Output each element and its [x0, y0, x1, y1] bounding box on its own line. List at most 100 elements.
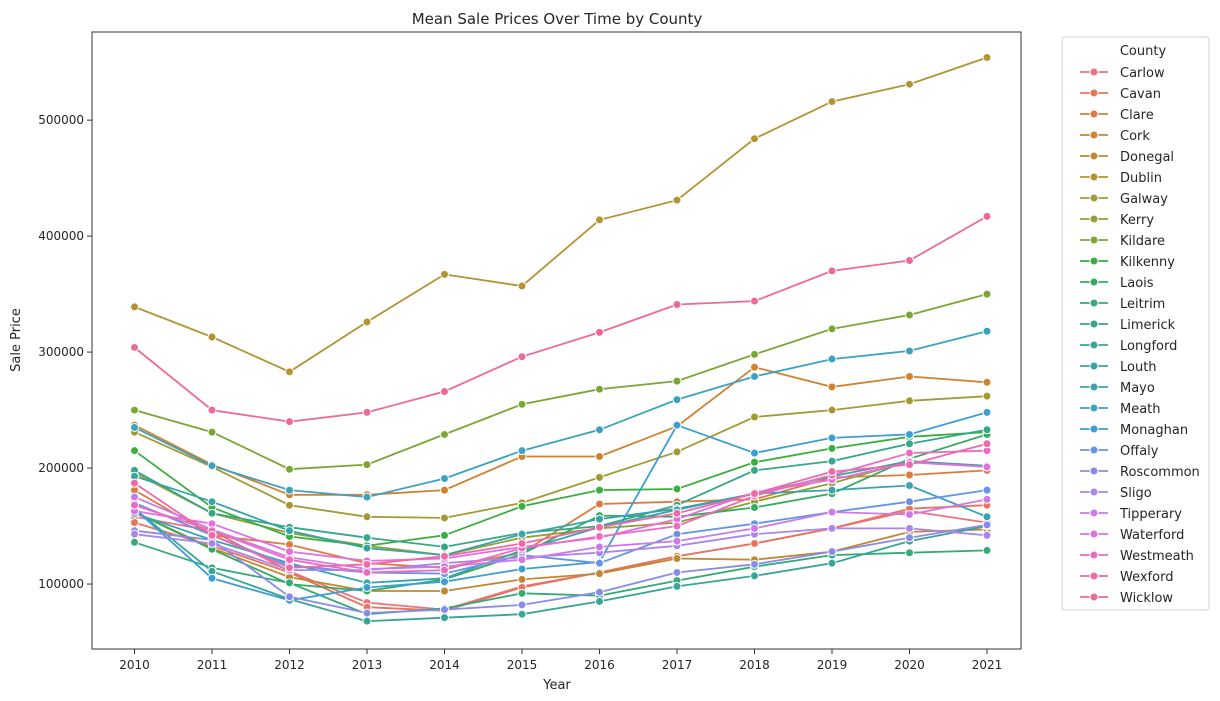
data-point — [750, 457, 759, 467]
legend-marker — [1089, 382, 1099, 392]
legend-item: Galway — [1080, 192, 1168, 207]
data-point — [362, 543, 372, 553]
data-point — [982, 520, 992, 530]
legend-item: Kerry — [1080, 213, 1154, 228]
series-line — [133, 431, 988, 547]
data-point — [905, 548, 914, 558]
data-point — [905, 255, 914, 265]
data-point — [440, 485, 449, 495]
legend-label: Leitrim — [1120, 297, 1165, 312]
data-point — [130, 342, 139, 352]
series-line — [134, 293, 988, 471]
x-tick-label: 2017 — [662, 658, 693, 672]
data-point — [285, 547, 294, 557]
legend-item: Monaghan — [1080, 423, 1188, 438]
data-point — [750, 362, 759, 372]
series-line — [133, 411, 988, 602]
legend-marker — [1089, 571, 1099, 581]
legend-item: Mayo — [1080, 381, 1155, 396]
data-point — [595, 451, 604, 461]
legend-label: Waterford — [1120, 528, 1184, 543]
legend-item: Meath — [1080, 402, 1161, 417]
data-point — [750, 465, 759, 475]
legend-label: Carlow — [1120, 66, 1165, 81]
data-point — [595, 569, 604, 579]
data-point — [982, 211, 992, 221]
x-tick-label: 2014 — [429, 658, 460, 672]
data-point — [595, 596, 604, 606]
legend-label: Limerick — [1120, 318, 1176, 333]
data-point — [517, 600, 527, 610]
legend-item: Tipperary — [1080, 507, 1182, 522]
data-point — [672, 554, 682, 564]
legend-item: Donegal — [1080, 150, 1174, 165]
legend-marker — [1089, 403, 1099, 413]
data-point — [130, 478, 139, 488]
legend-marker — [1089, 109, 1099, 119]
data-point — [905, 460, 914, 470]
data-point — [207, 538, 217, 548]
legend-marker — [1089, 256, 1099, 266]
legend-marker — [1089, 319, 1099, 329]
x-tick-label: 2015 — [507, 658, 538, 672]
data-point — [440, 513, 449, 523]
data-point — [672, 195, 682, 205]
series-dublin — [130, 53, 992, 377]
data-point — [517, 538, 527, 548]
data-point — [595, 522, 604, 532]
series-wicklow — [130, 211, 992, 427]
legend-label: Longford — [1120, 339, 1177, 354]
data-point — [130, 500, 139, 510]
legend-marker — [1089, 235, 1099, 245]
data-point — [285, 485, 294, 495]
data-point — [440, 530, 449, 540]
data-point — [207, 405, 217, 415]
data-point — [750, 134, 759, 144]
legend-label: Laois — [1120, 276, 1154, 291]
x-tick-label: 2018 — [739, 658, 770, 672]
data-point — [285, 464, 294, 474]
series-line — [134, 460, 988, 557]
data-point — [362, 583, 372, 593]
data-point — [672, 420, 682, 430]
data-point — [362, 512, 372, 522]
x-tick-label: 2020 — [894, 658, 925, 672]
data-point — [750, 538, 759, 548]
data-point — [827, 558, 837, 568]
data-point — [750, 349, 759, 359]
data-point — [285, 417, 294, 427]
data-point — [905, 470, 914, 480]
data-point — [207, 427, 217, 437]
series-galway — [130, 391, 992, 523]
legend-marker — [1089, 214, 1099, 224]
data-point — [285, 578, 294, 588]
series-layer — [130, 53, 992, 626]
data-point — [440, 565, 449, 575]
legend-label: Donegal — [1120, 150, 1174, 165]
legend-label: Kilkenny — [1120, 255, 1175, 270]
legend-marker — [1089, 151, 1099, 161]
data-point — [517, 501, 527, 511]
legend: County Carlow Cavan Clare Cork Donegal Dublin… — [1061, 36, 1210, 611]
data-point — [905, 79, 914, 89]
legend-marker — [1089, 67, 1099, 77]
legend-label: Sligo — [1120, 486, 1152, 501]
data-point — [517, 564, 527, 574]
legend-label: Monaghan — [1120, 423, 1188, 438]
data-point — [982, 512, 992, 522]
data-point — [362, 317, 372, 327]
x-tick-label: 2016 — [584, 658, 615, 672]
data-point — [207, 573, 217, 583]
data-point — [982, 545, 992, 555]
series-line — [134, 511, 988, 592]
series-line — [134, 541, 988, 616]
legend-marker — [1089, 466, 1099, 476]
legend-item: Westmeath — [1080, 549, 1194, 564]
data-point — [595, 215, 604, 225]
data-point — [285, 563, 294, 573]
legend-item: Dublin — [1080, 171, 1162, 186]
data-point — [982, 439, 992, 449]
data-point — [362, 407, 372, 417]
data-point — [672, 567, 682, 577]
legend-marker — [1089, 550, 1099, 560]
